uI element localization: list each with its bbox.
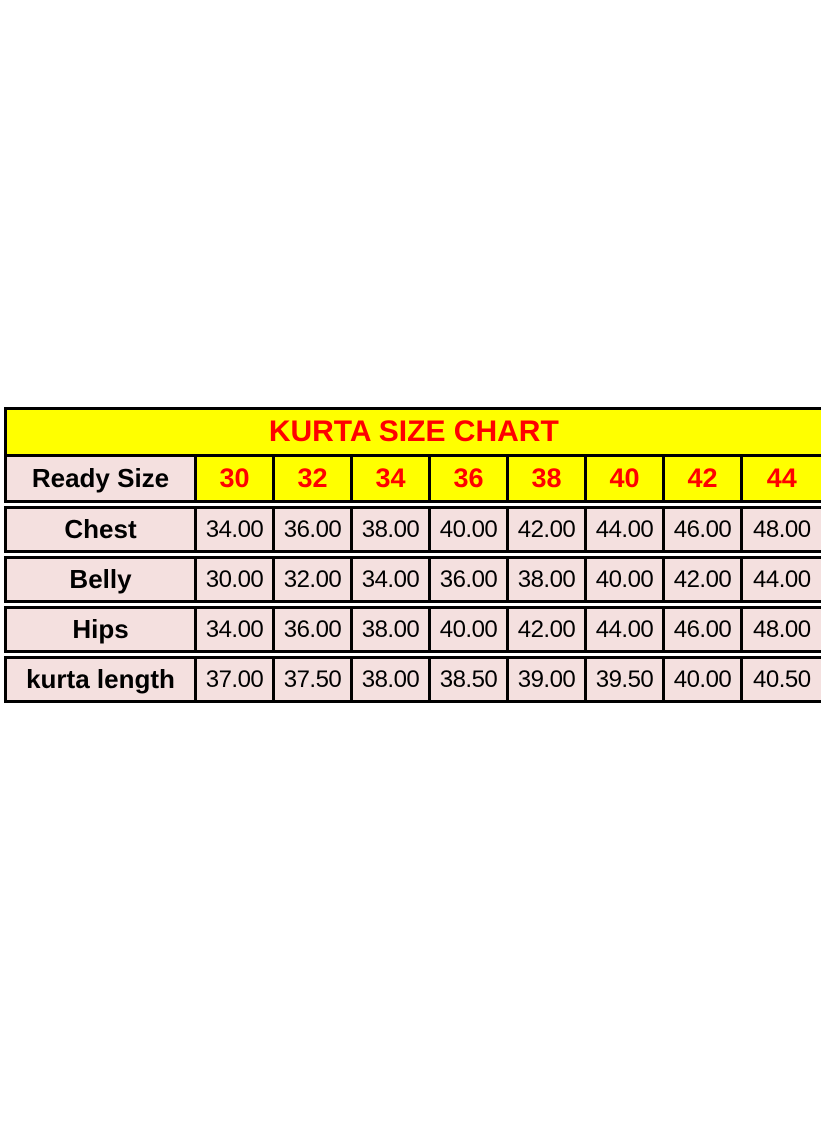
size-col-header: 38 [506,455,586,509]
value-cell: 44.00 [584,604,664,659]
size-col-header: 32 [272,455,352,509]
value-cell: 39.00 [506,654,586,703]
value-cell: 48.00 [739,504,821,559]
value-cell: 39.50 [584,654,664,703]
value-cell: 38.00 [350,654,430,703]
size-col-header: 42 [662,455,742,509]
table-row-belly: Belly 30.00 32.00 34.00 36.00 38.00 40.0… [4,554,821,609]
title-row: KURTA SIZE CHART [3,407,821,457]
value-cell: 38.00 [350,604,430,659]
row-label: kurta length [4,654,196,703]
size-col-header: 30 [194,455,274,509]
kurta-size-chart-table: KURTA SIZE CHART Ready Size 30 32 34 36 … [3,407,821,703]
value-cell: 46.00 [662,504,742,559]
value-cell: 44.00 [584,504,664,559]
table-row-hips: Hips 34.00 36.00 38.00 40.00 42.00 44.00… [4,604,821,659]
value-cell: 36.00 [272,604,352,659]
table-row-kurta-length: kurta length 37.00 37.50 38.00 38.50 39.… [4,654,821,703]
value-cell: 38.00 [506,554,586,609]
value-cell: 42.00 [506,604,586,659]
value-cell: 40.00 [428,604,508,659]
value-cell: 44.00 [739,554,821,609]
table-row-chest: Chest 34.00 36.00 38.00 40.00 42.00 44.0… [4,504,821,559]
value-cell: 36.00 [428,554,508,609]
size-col-header: 36 [428,455,508,509]
size-col-header: 34 [350,455,430,509]
value-cell: 42.00 [506,504,586,559]
value-cell: 36.00 [272,504,352,559]
value-cell: 40.50 [739,654,821,703]
value-cell: 37.00 [194,654,274,703]
value-cell: 34.00 [350,554,430,609]
size-col-header: 40 [584,455,664,509]
value-cell: 38.50 [428,654,508,703]
ready-size-header: Ready Size [4,455,196,509]
value-cell: 40.00 [584,554,664,609]
value-cell: 46.00 [662,604,742,659]
size-col-header: 44 [739,455,821,509]
value-cell: 30.00 [194,554,274,609]
value-cell: 40.00 [428,504,508,559]
value-cell: 37.50 [272,654,352,703]
row-label: Hips [4,604,196,659]
value-cell: 42.00 [662,554,742,609]
value-cell: 40.00 [662,654,742,703]
row-label: Chest [4,504,196,559]
header-row: Ready Size 30 32 34 36 38 40 42 44 [4,455,821,509]
value-cell: 34.00 [194,504,274,559]
value-cell: 34.00 [194,604,274,659]
value-cell: 38.00 [350,504,430,559]
value-cell: 48.00 [739,604,821,659]
row-label: Belly [4,554,196,609]
value-cell: 32.00 [272,554,352,609]
chart-title: KURTA SIZE CHART [3,407,821,457]
